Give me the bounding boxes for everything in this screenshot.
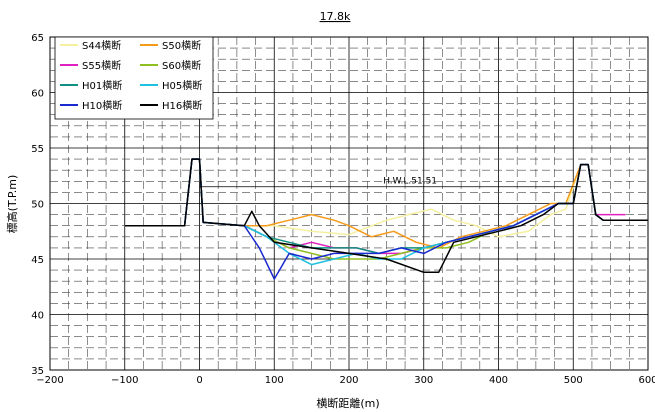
x-tick-label: −100	[111, 375, 138, 386]
hwl-label: H.W.L.51.51	[383, 177, 437, 187]
legend-label: S55横断	[82, 59, 121, 72]
x-tick-label: −200	[36, 375, 63, 386]
y-tick-label: 50	[31, 200, 44, 211]
x-tick-label: 0	[196, 375, 202, 386]
hwl-annotation: H.W.L.51.51	[199, 177, 581, 188]
chart-title: 17.8k	[320, 10, 351, 23]
legend-label: H16横断	[162, 99, 202, 112]
series-line-H16横断	[124, 158, 648, 274]
legend-label: H05横断	[162, 79, 202, 92]
x-tick-label: 300	[414, 375, 433, 386]
legend-label: S60横断	[162, 59, 201, 72]
legend-label: H01横断	[82, 79, 122, 92]
y-tick-label: 35	[31, 366, 44, 377]
x-tick-label: 200	[339, 375, 358, 386]
legend: S44横断 S50横断 S55横断 S60横断 H01横断 H05横断 H10横断 H16横断	[54, 36, 214, 120]
legend-label: S50横断	[162, 39, 201, 52]
x-tick-label: 500	[564, 375, 583, 386]
y-tick-labels: 35 40 45 50 55 60 65	[31, 33, 44, 377]
legend-label: S44横断	[82, 39, 121, 52]
x-axis-label: 横断距離(m)	[316, 396, 379, 410]
y-tick-label: 45	[31, 255, 44, 266]
y-tick-label: 65	[31, 33, 44, 44]
x-tick-label: 100	[265, 375, 284, 386]
legend-box	[54, 36, 214, 120]
x-tick-label: 400	[489, 375, 508, 386]
x-tick-labels: −200 −100 0 100 200 300 400 500 600	[36, 375, 655, 386]
legend-label: H10横断	[82, 99, 122, 112]
x-tick-label: 600	[638, 375, 655, 386]
y-tick-label: 60	[31, 89, 44, 100]
series-lines	[124, 158, 648, 280]
y-tick-label: 55	[31, 144, 44, 155]
y-tick-label: 40	[31, 311, 44, 322]
y-axis-label: 標高(T.P.m)	[5, 175, 19, 234]
